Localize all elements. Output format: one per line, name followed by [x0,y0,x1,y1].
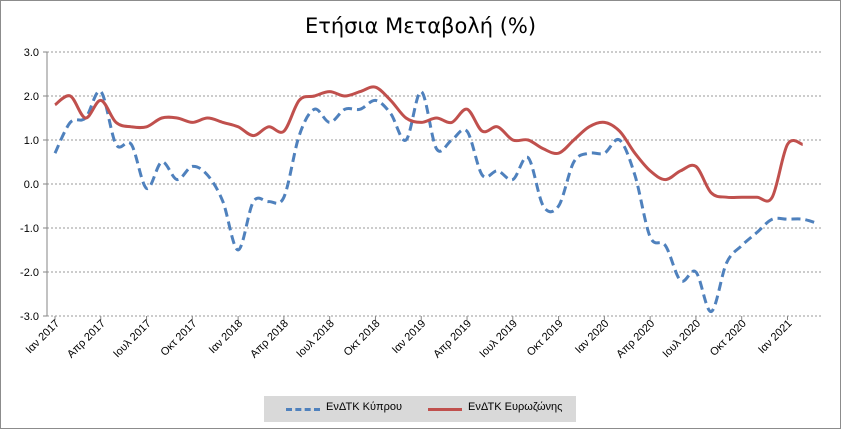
legend: ΕνΔΤΚ Κύπρου ΕνΔΤΚ Ευρωζώνης [264,396,576,422]
x-tick-label: Ιαν 2021 [756,318,795,357]
x-tick-label: Ιαν 2018 [207,318,246,357]
x-tick-label: Απρ 2020 [614,318,657,361]
gridlines [47,51,821,317]
y-tick-label: -3.0 [20,311,39,323]
x-tick-label: Απρ 2018 [248,318,291,361]
series-line-cyprus [53,89,819,314]
x-axis: Ιαν 2017 Απρ 2017 Ιουλ 2017 Οκτ 2017 Ιαν 201… [24,316,795,361]
x-tick-label: Οκτ 2018 [342,318,383,359]
x-tick-label: Ιαν 2019 [390,318,429,357]
chart-title: Ετήσια Μεταβολή (%) [304,14,537,38]
y-tick-label: 1.0 [24,135,39,147]
y-axis: 3.0 2.0 1.0 0.0 -1.0 -2.0 -3.0 [20,47,48,323]
legend-label-cyprus: ΕνΔΤΚ Κύπρου [326,401,402,413]
series-line-eurozone [54,85,804,203]
x-tick-label: Ιαν 2017 [24,318,63,357]
x-tick-label: Ιουλ 2017 [111,318,154,361]
legend-swatch-eurozone [428,408,462,411]
y-tick-label: 0.0 [24,179,39,191]
legend-label-eurozone: ΕνΔΤΚ Ευρωζώνης [468,401,563,413]
x-tick-label: Ιαν 2020 [573,318,612,357]
x-tick-label: Ιουλ 2018 [294,318,337,361]
y-tick-label: 2.0 [24,91,39,103]
legend-swatch-cyprus [286,408,320,411]
x-tick-label: Ιουλ 2020 [660,318,703,361]
x-tick-label: Οκτ 2017 [158,318,199,359]
y-tick-label: -1.0 [20,223,39,235]
y-tick-label: -2.0 [20,267,39,279]
y-tick-label: 3.0 [24,47,39,59]
series-lines [53,85,819,314]
x-tick-label: Απρ 2017 [65,318,108,361]
x-tick-label: Απρ 2019 [431,318,474,361]
x-tick-label: Ιουλ 2019 [477,318,520,361]
x-tick-label: Οκτ 2020 [708,318,749,359]
x-tick-label: Οκτ 2019 [525,318,566,359]
